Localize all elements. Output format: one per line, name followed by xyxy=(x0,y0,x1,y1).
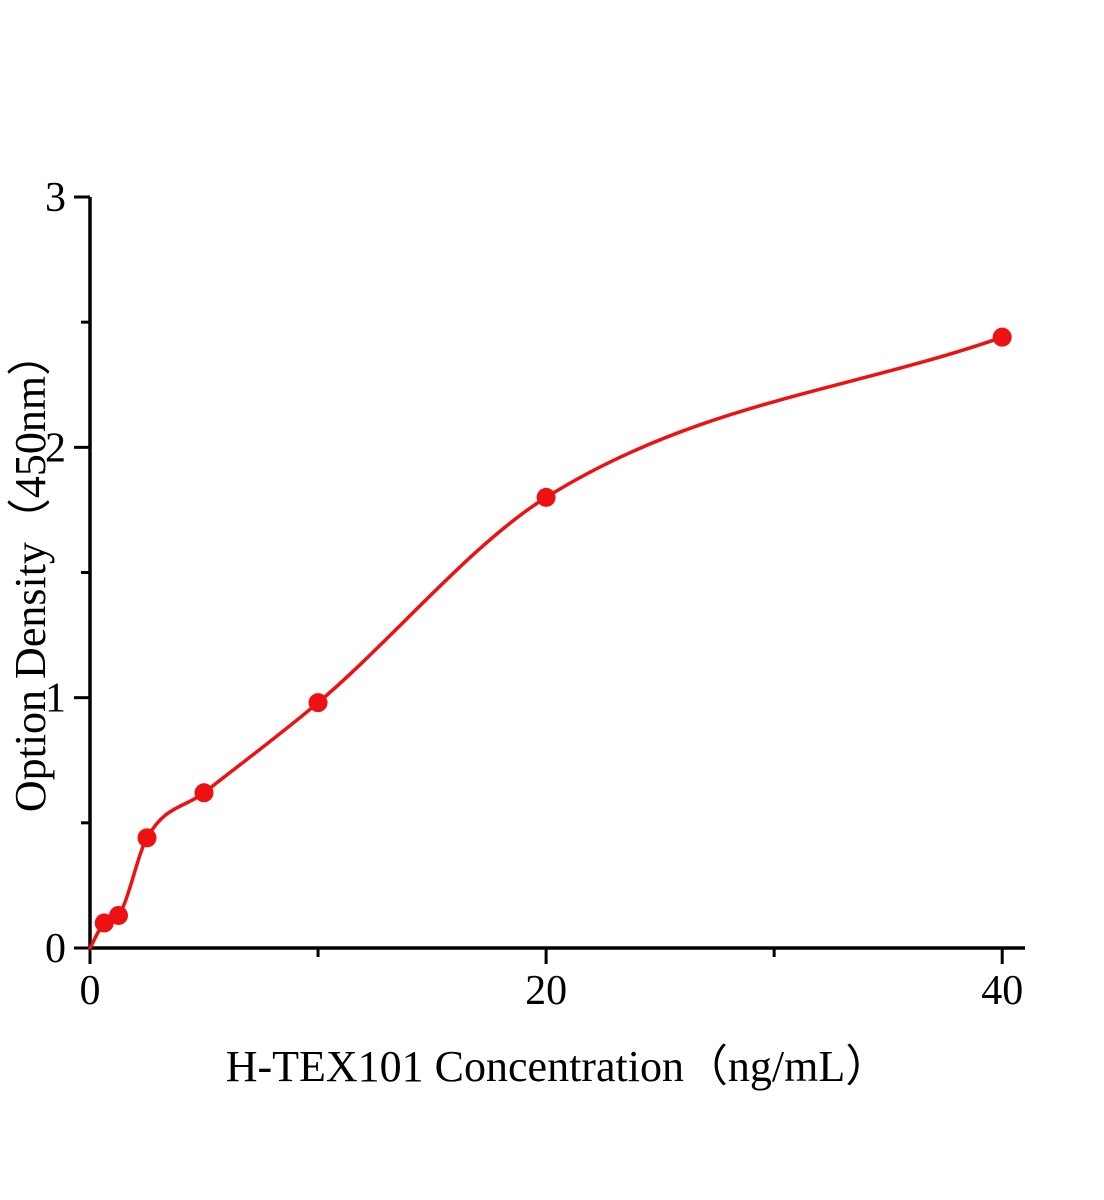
y-tick-label: 0 xyxy=(45,926,66,972)
x-tick-label: 40 xyxy=(981,968,1023,1014)
data-point xyxy=(992,327,1012,347)
data-point xyxy=(109,905,129,925)
data-point xyxy=(94,913,114,933)
x-tick-label: 0 xyxy=(80,968,101,1014)
x-axis-title: H-TEX101 Concentration（ng/mL） xyxy=(225,1042,890,1091)
data-point xyxy=(536,487,556,507)
x-tick-label: 20 xyxy=(525,968,567,1014)
data-point xyxy=(137,828,157,848)
data-point xyxy=(194,783,214,803)
y-tick-label: 3 xyxy=(45,175,66,221)
y-tick-label: 2 xyxy=(45,425,66,471)
fit-curve xyxy=(88,335,1004,950)
y-axis-title: Option Density（450nm） xyxy=(6,331,55,813)
y-tick-label: 1 xyxy=(45,676,66,722)
data-point xyxy=(308,693,328,713)
